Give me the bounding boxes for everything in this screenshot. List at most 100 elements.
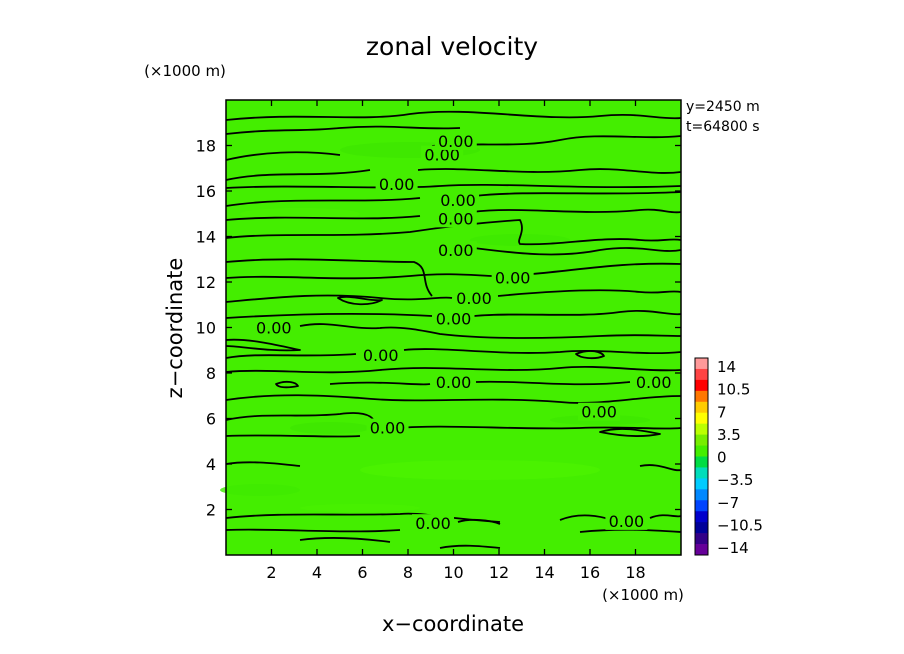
x-tick-label: 6	[357, 563, 367, 582]
contour-line	[225, 258, 433, 297]
y-tick-label: 6	[206, 410, 216, 429]
contour-line	[417, 168, 682, 174]
colorbar-swatch	[695, 456, 708, 468]
contour-line	[497, 289, 682, 297]
contour-label-bg	[452, 288, 495, 307]
contour-label: 0.00	[609, 512, 645, 531]
contour-line	[473, 310, 682, 317]
contour-line	[575, 350, 605, 360]
y-tick-label: 4	[206, 455, 216, 474]
y-tick-label: 10	[196, 319, 216, 338]
colorbar: 14 10.5 7 3.5 0 −3.5 −7 −10.5 −14	[694, 357, 763, 557]
info-t-label: t=64800 s	[686, 119, 760, 135]
x-tick-label: 14	[534, 563, 554, 582]
colorbar-tick-label: 7	[717, 403, 727, 421]
colorbar-swatch	[695, 522, 708, 534]
x-tick-label: 10	[443, 563, 463, 582]
contour-line	[225, 394, 682, 404]
contour-line	[225, 528, 401, 533]
contour-label-bg	[432, 373, 475, 392]
contour-line	[225, 273, 495, 280]
contour-line	[225, 294, 453, 303]
contour-label-bg	[412, 514, 455, 533]
y-tick-label: 8	[206, 364, 216, 383]
field-patch	[220, 484, 300, 496]
colorbar-swatch	[695, 368, 708, 381]
contour-label: 0.00	[438, 209, 474, 228]
contour-line	[475, 380, 631, 386]
field-patch	[290, 422, 370, 434]
contour-line	[299, 536, 391, 543]
contour-line	[225, 215, 421, 221]
colorbar-swatch	[695, 544, 708, 556]
contour-label: 0.00	[456, 289, 492, 308]
contour-label-bg	[434, 241, 477, 260]
contour-line	[299, 323, 682, 339]
colorbar-tick-label: −10.5	[717, 516, 763, 534]
colorbar-tick-label: 10.5	[717, 381, 750, 399]
y-unit-label: (×1000 m)	[144, 62, 226, 80]
contour-line	[225, 312, 433, 319]
x-tick-label: 12	[489, 563, 509, 582]
y-tick-label: 14	[196, 228, 216, 247]
contour-label: 0.00	[256, 319, 292, 338]
contour-line	[531, 262, 682, 275]
contour-line	[399, 425, 682, 430]
contour-line	[225, 365, 682, 374]
contour-label: 0.00	[379, 175, 415, 194]
x-tick-label: 2	[266, 563, 276, 582]
contour-label: 0.00	[424, 146, 460, 165]
contour-line	[329, 381, 431, 386]
contour-label-bg	[491, 268, 534, 287]
x-tick-label: 16	[580, 563, 600, 582]
contour-line	[473, 247, 682, 256]
contour-line	[225, 125, 461, 135]
colorbar-tick-label: −7	[717, 494, 739, 512]
contour-line	[225, 197, 421, 207]
colorbar-swatch	[695, 390, 708, 403]
y-tick-label: 16	[196, 182, 216, 201]
y-tick-label: 12	[196, 273, 216, 292]
y-axis-label: z−coordinate	[163, 258, 187, 399]
colorbar-swatch	[695, 489, 708, 501]
contour-line	[225, 461, 301, 467]
x-tick-label: 18	[625, 563, 645, 582]
colorbar-swatch	[695, 467, 708, 479]
contour-line	[225, 110, 682, 121]
contour-line	[639, 464, 682, 472]
contour-label: 0.00	[636, 373, 672, 392]
contour-label: 0.00	[438, 132, 474, 151]
contour-line	[599, 428, 661, 438]
colorbar-tick-label: −3.5	[717, 471, 753, 489]
axis-ticks: 2 4 6 8 10 12 14 16 18 2 4 6 8 10 12 14 16 18	[196, 100, 681, 582]
colorbar-swatch	[695, 533, 708, 545]
contour-label: 0.00	[581, 403, 617, 422]
contour-label-bg	[437, 191, 480, 210]
colorbar-swatch	[695, 358, 708, 370]
contour-line	[471, 208, 682, 214]
colorbar-tick-label: −14	[717, 539, 749, 557]
colorbar-swatch	[695, 412, 708, 425]
contour-line	[225, 151, 341, 161]
contour-label: 0.00	[363, 346, 399, 365]
contour-line	[225, 353, 357, 359]
contour-label: 0.00	[438, 241, 474, 260]
contour-label-bg	[359, 345, 402, 364]
y-tick-label: 2	[206, 501, 216, 520]
contour-line	[403, 348, 682, 355]
y-tick-label: 18	[196, 137, 216, 156]
contour-label: 0.00	[436, 373, 472, 392]
field-patch	[300, 504, 420, 512]
field-patch	[240, 208, 360, 220]
contour-label-bg	[434, 209, 477, 228]
contour-label-bg	[434, 131, 477, 150]
contour-line	[275, 380, 299, 389]
contour-label-bg	[632, 373, 675, 392]
contour-line	[225, 338, 301, 352]
colorbar-swatch	[695, 401, 708, 414]
contour-label: 0.00	[415, 514, 451, 533]
colorbar-swatch	[695, 500, 708, 512]
colorbar-swatch	[695, 445, 708, 457]
colorbar-swatch	[695, 478, 708, 490]
